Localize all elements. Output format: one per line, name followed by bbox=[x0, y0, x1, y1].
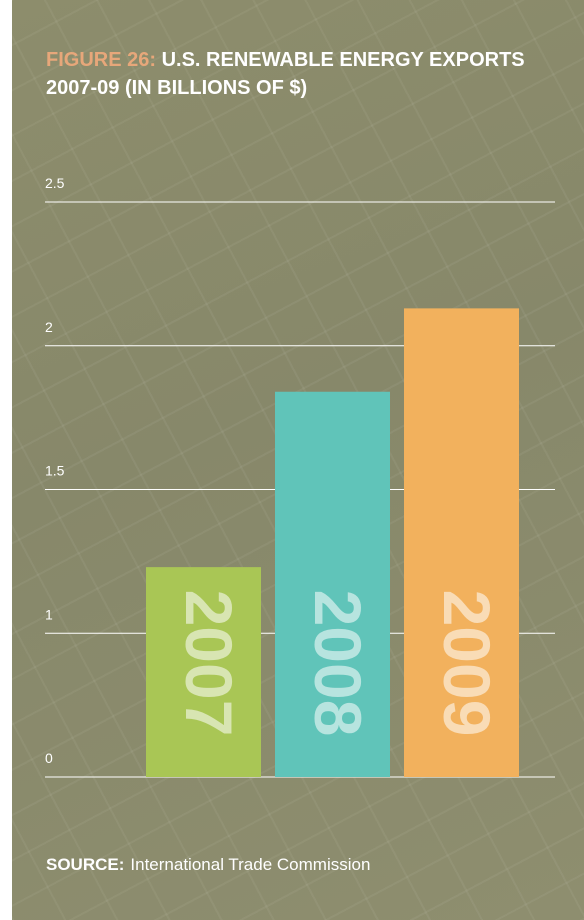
bar bbox=[404, 308, 519, 777]
x-tick-label: 2008 bbox=[301, 590, 375, 737]
y-tick-label: 2 bbox=[45, 319, 53, 335]
title-text: U.S. RENEWABLE ENERGY EXPORTS 2007-09 (I… bbox=[46, 49, 525, 99]
bar bbox=[146, 567, 261, 777]
y-tick-label: 1 bbox=[45, 606, 53, 622]
y-tick-label: 0 bbox=[45, 750, 53, 766]
y-tick-label: 1.5 bbox=[45, 463, 65, 479]
source-label: SOURCE: bbox=[46, 855, 125, 874]
x-tick-label: 2007 bbox=[172, 590, 246, 737]
source-text: International Trade Commission bbox=[130, 855, 371, 874]
title-prefix: FIGURE 26: bbox=[46, 49, 157, 71]
chart-title: FIGURE 26: U.S. RENEWABLE ENERGY EXPORTS… bbox=[46, 46, 536, 102]
source: SOURCE: International Trade Commission bbox=[46, 855, 370, 875]
bar bbox=[275, 391, 390, 777]
x-tick-label: 2009 bbox=[430, 590, 504, 737]
y-tick-label: 2.5 bbox=[45, 175, 65, 191]
